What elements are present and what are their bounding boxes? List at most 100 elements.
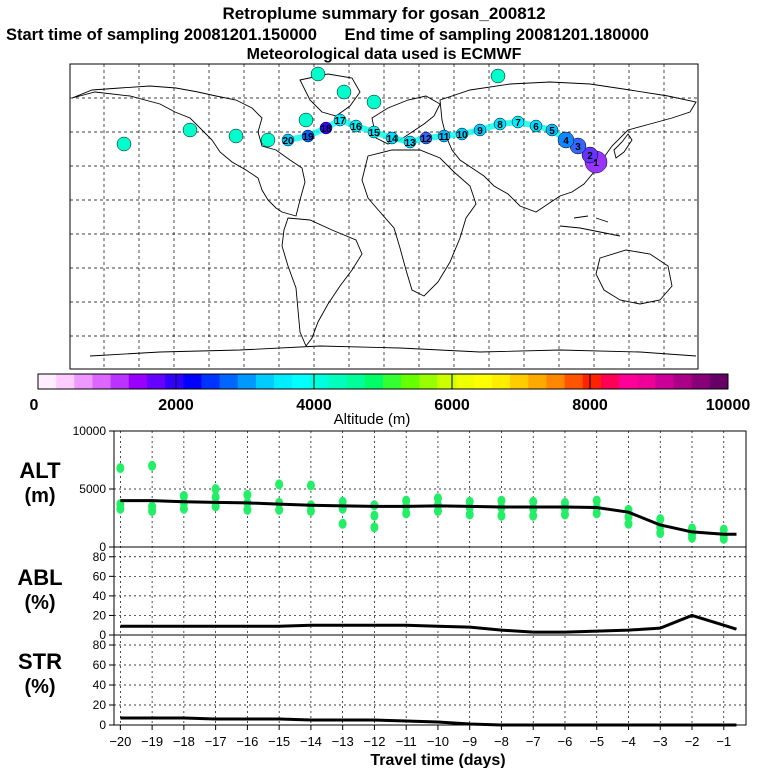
x-axis-tick-labels: −20 −19 −18 −17 −16 −15 −14 −13 −12 −11 −10 −9 −8 −7 −…	[109, 725, 731, 749]
plume-marker	[557, 131, 575, 149]
plume-marker	[473, 123, 487, 137]
plume-marker	[319, 121, 333, 135]
x-tick-label: −7	[526, 734, 541, 749]
colorbar-swatch	[455, 374, 475, 389]
plume-marker	[310, 66, 326, 82]
coastlines	[71, 73, 697, 357]
x-tick-label: −2	[685, 734, 700, 749]
africa-outline	[361, 149, 477, 297]
scatter-point	[656, 514, 665, 525]
plume-marker	[455, 127, 469, 141]
series-line	[120, 499, 737, 536]
x-tick-label: −13	[332, 734, 354, 749]
scatter-point	[275, 479, 284, 490]
scatter-point	[433, 506, 442, 517]
colorbar-tick-label: 6000	[434, 397, 470, 414]
y-tick-label: 0	[99, 540, 106, 554]
plume-day-label: 2	[587, 151, 593, 162]
colorbar-swatch	[437, 374, 457, 389]
plume-marker	[298, 112, 314, 128]
plume-marker	[228, 128, 244, 144]
y-tick-label: 0	[99, 628, 106, 642]
plume-marker	[385, 131, 399, 145]
plume-marker	[333, 113, 347, 127]
indonesia-outline	[559, 215, 621, 237]
plume-marker	[545, 123, 559, 137]
colorbar-swatch	[165, 374, 184, 389]
colorbar-swatch	[619, 374, 638, 389]
colorbar-swatch	[564, 374, 584, 389]
x-tick-label: −1	[716, 734, 731, 749]
colorbar-swatch	[110, 374, 130, 389]
scatter-point	[592, 495, 601, 506]
plume-marker	[419, 131, 433, 145]
y-tick-label: 60	[93, 569, 107, 583]
x-tick-label: −8	[494, 734, 509, 749]
plume-marker	[529, 119, 543, 133]
plume-day-label: 5	[549, 126, 555, 137]
colorbar-swatch	[582, 374, 602, 389]
australia-outline	[595, 249, 673, 305]
scatter-point	[306, 506, 315, 517]
colorbar-swatch	[219, 374, 239, 389]
y-tick-label: 40	[93, 678, 107, 692]
colorbar-swatch	[510, 374, 529, 389]
scatter-point	[338, 518, 347, 529]
plume-day-label: 9	[477, 126, 483, 137]
plume-day-label: 13	[404, 138, 416, 149]
colorbar-swatch	[655, 374, 675, 389]
y-tick-label: 5000	[79, 482, 106, 496]
scatter-point	[370, 522, 379, 533]
colorbar-swatch	[346, 374, 366, 389]
scatter-point	[211, 484, 220, 494]
scatter-point	[275, 504, 284, 515]
plume-marker	[490, 68, 506, 84]
plume-marker	[349, 119, 363, 133]
plume-marker	[493, 117, 507, 131]
y-tick-label: 10000	[73, 424, 107, 438]
scatter-point	[338, 496, 347, 507]
colorbar-swatch	[364, 374, 384, 389]
panel-vertical-grid	[120, 431, 725, 725]
scatter-point	[433, 493, 442, 504]
colorbar-swatch	[38, 374, 57, 389]
europe-outline	[371, 95, 441, 145]
str-panel: 0 20 40 60 80	[93, 638, 746, 732]
colorbar-swatch	[274, 374, 293, 389]
altitude-colorbar: 0 2000 4000 6000 8000 10000 Altitude (m)	[30, 373, 750, 428]
scatter-point	[529, 496, 538, 507]
plume-marker	[336, 84, 352, 100]
colorbar-swatch	[237, 374, 257, 389]
south-america-outline	[281, 217, 363, 347]
x-tick-label: −17	[205, 734, 227, 749]
north-america-outline	[71, 85, 306, 217]
x-tick-label: −9	[462, 734, 477, 749]
x-tick-label: −18	[173, 734, 195, 749]
colorbar-tick-labels: 0 2000 4000 6000 8000 10000	[30, 374, 750, 414]
plume-marker	[116, 136, 132, 152]
colorbar-swatch	[92, 374, 112, 389]
x-axis-label: Travel time (days)	[370, 752, 505, 768]
plume-day-label: 12	[420, 134, 432, 145]
colorbar-swatch	[673, 374, 693, 389]
str-panel-unit: (%)	[24, 676, 55, 698]
colorbar-tick-label: 0	[30, 397, 39, 414]
colorbar-tick-label: 8000	[572, 397, 608, 414]
y-tick-label: 80	[93, 638, 107, 652]
scatter-point	[402, 508, 411, 519]
scatter-point	[148, 460, 157, 471]
scatter-point	[688, 532, 697, 543]
colorbar-label: Altitude (m)	[334, 411, 411, 428]
scatter-point	[179, 490, 188, 501]
scatter-point	[560, 509, 569, 520]
colorbar-swatch	[146, 374, 166, 389]
colorbar-swatch	[528, 374, 547, 389]
plume-day-label: 15	[368, 128, 380, 139]
abl-panel-unit: (%)	[24, 592, 55, 614]
plume-marker	[260, 132, 276, 148]
scatter-point	[148, 506, 157, 517]
series-line	[120, 716, 737, 727]
colorbar-swatch	[56, 374, 75, 389]
plume-day-label: 1	[593, 158, 599, 169]
